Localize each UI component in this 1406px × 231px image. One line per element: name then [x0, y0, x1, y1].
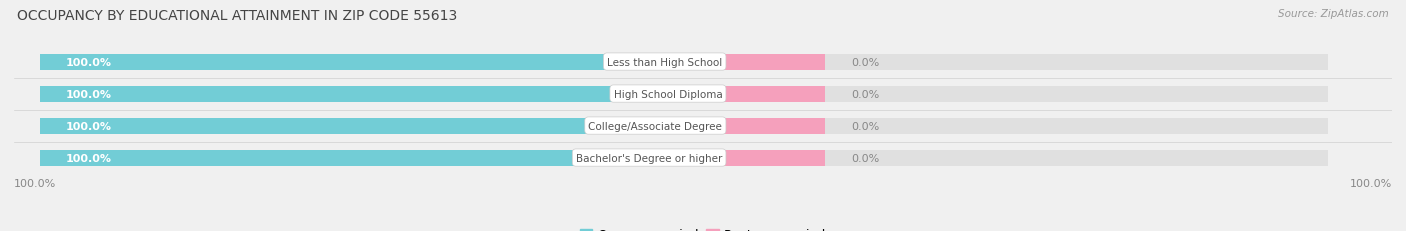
Bar: [723, 86, 825, 102]
Bar: [723, 150, 825, 166]
Text: 100.0%: 100.0%: [66, 153, 111, 163]
Bar: [39, 150, 723, 166]
Text: 100.0%: 100.0%: [14, 179, 56, 188]
Bar: [39, 150, 1327, 166]
Bar: [39, 118, 1327, 134]
Text: Source: ZipAtlas.com: Source: ZipAtlas.com: [1278, 9, 1389, 19]
Legend: Owner-occupied, Renter-occupied: Owner-occupied, Renter-occupied: [575, 223, 831, 231]
Text: 0.0%: 0.0%: [851, 57, 879, 67]
Bar: [39, 54, 723, 70]
Text: Bachelor's Degree or higher: Bachelor's Degree or higher: [576, 153, 723, 163]
Text: College/Associate Degree: College/Associate Degree: [589, 121, 723, 131]
Bar: [723, 54, 825, 70]
Text: 100.0%: 100.0%: [1350, 179, 1392, 188]
Text: OCCUPANCY BY EDUCATIONAL ATTAINMENT IN ZIP CODE 55613: OCCUPANCY BY EDUCATIONAL ATTAINMENT IN Z…: [17, 9, 457, 23]
Bar: [39, 54, 1327, 70]
Bar: [39, 86, 723, 102]
Bar: [39, 118, 723, 134]
Text: 100.0%: 100.0%: [66, 121, 111, 131]
Text: Less than High School: Less than High School: [607, 57, 723, 67]
Text: 0.0%: 0.0%: [851, 121, 879, 131]
Bar: [723, 118, 825, 134]
Text: 100.0%: 100.0%: [66, 57, 111, 67]
Text: 0.0%: 0.0%: [851, 89, 879, 99]
Text: 0.0%: 0.0%: [851, 153, 879, 163]
Text: High School Diploma: High School Diploma: [613, 89, 723, 99]
Text: 100.0%: 100.0%: [66, 89, 111, 99]
Bar: [39, 86, 1327, 102]
